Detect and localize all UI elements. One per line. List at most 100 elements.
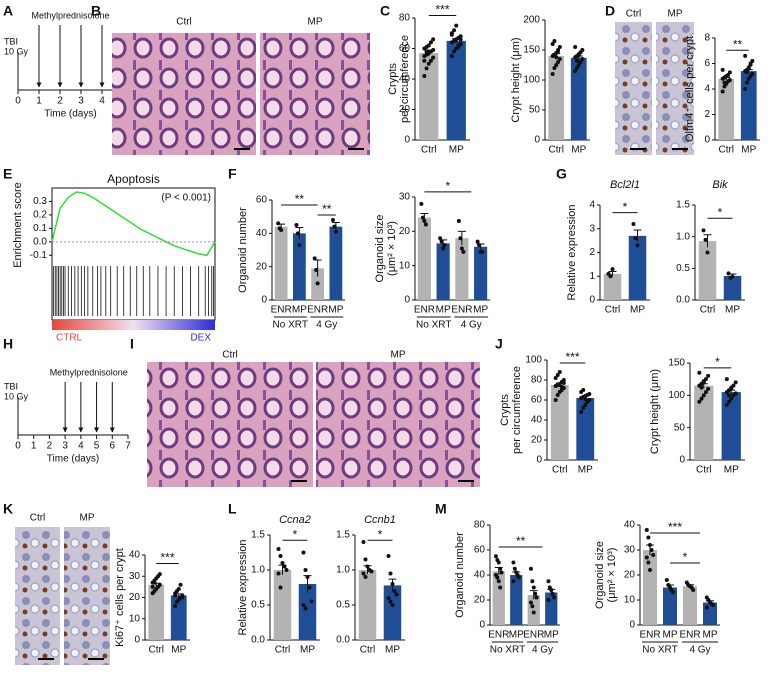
- data-point: [297, 243, 302, 247]
- tick-label: 1: [31, 441, 37, 452]
- data-point: [699, 385, 704, 390]
- data-point: [646, 560, 651, 565]
- y-tick-label: 40: [129, 550, 141, 561]
- annotation: (P < 0.001): [161, 193, 211, 204]
- data-point: [697, 399, 702, 404]
- x-tick-label: ENR: [679, 630, 700, 641]
- y-axis-label: Crypt height (μm): [510, 37, 522, 122]
- drug-label: Methylprednisolone: [50, 367, 128, 377]
- x-tick-label: MP: [436, 305, 451, 316]
- bar: [603, 273, 622, 300]
- micrograph: [15, 527, 60, 665]
- data-point: [671, 590, 676, 595]
- data-point: [333, 229, 338, 234]
- y-axis-label: (μm² × 10³): [606, 548, 618, 603]
- sig-label: **: [516, 534, 526, 548]
- bar: [292, 233, 306, 300]
- data-point: [431, 55, 436, 60]
- x-tick-label: MP: [292, 305, 307, 316]
- y-tick-label: 0: [134, 635, 140, 646]
- data-point: [727, 393, 732, 398]
- y-tick-label: 100: [668, 390, 685, 401]
- y-tick-label: 0.0: [676, 295, 690, 306]
- x-tick-label: Ctrl: [696, 465, 712, 476]
- y-tick-label: 0.5: [676, 263, 690, 274]
- bar: [723, 275, 742, 300]
- x-tick-label: MP: [300, 645, 315, 656]
- image-label: Ctrl: [222, 350, 238, 361]
- bar: [455, 238, 469, 300]
- data-point: [428, 58, 433, 63]
- data-point: [724, 403, 729, 408]
- data-point: [498, 566, 503, 571]
- micrograph: [147, 362, 313, 487]
- y-tick-label: 50: [529, 105, 541, 116]
- data-point: [581, 388, 586, 392]
- data-point: [554, 63, 559, 67]
- es-line: [51, 191, 216, 257]
- data-point: [303, 606, 308, 611]
- data-point: [555, 373, 560, 377]
- data-point: [496, 560, 501, 565]
- data-point: [369, 569, 374, 574]
- data-point: [720, 67, 725, 72]
- sig-label: **: [733, 37, 743, 51]
- y-axis-label: Crypts: [387, 63, 399, 95]
- y-tick-label: 4: [704, 84, 710, 95]
- bar: [148, 584, 165, 640]
- sig-label: *: [715, 355, 720, 369]
- y-axis-label: Relative expression: [566, 205, 578, 301]
- data-point: [727, 70, 732, 75]
- y-tick-label: 80: [474, 520, 486, 531]
- data-point: [511, 579, 516, 584]
- y-axis-label: Organoid size: [374, 215, 386, 283]
- data-point: [706, 373, 711, 378]
- data-point: [423, 222, 428, 227]
- y-axis-label: Organoid number: [237, 207, 249, 293]
- data-point: [388, 599, 393, 604]
- data-point: [439, 239, 444, 244]
- x-tick-label: Ctrl: [421, 145, 437, 156]
- x-tick-label: ENR: [488, 630, 509, 641]
- group-label: 4 Gy: [316, 320, 337, 331]
- data-point: [746, 66, 751, 71]
- y-tick-label: 200: [523, 15, 540, 26]
- data-point: [561, 378, 566, 382]
- data-point: [573, 69, 578, 73]
- data-point: [561, 381, 566, 385]
- data-point: [574, 58, 579, 63]
- x-tick-label: ENR: [523, 630, 544, 641]
- data-point: [454, 23, 459, 28]
- data-point: [610, 267, 615, 272]
- data-point: [280, 561, 285, 565]
- y-tick-label: 30: [624, 545, 636, 556]
- sig-label: *: [683, 550, 688, 564]
- y-tick-label: 40: [399, 74, 411, 85]
- rank-gradient: [52, 320, 215, 330]
- data-point: [704, 605, 709, 610]
- image-label: MP: [391, 350, 406, 361]
- data-point: [633, 236, 638, 241]
- data-point: [301, 550, 306, 555]
- bar: [643, 550, 657, 625]
- dose-label: 10 Gy: [4, 391, 29, 401]
- chart-title: Ccna2: [279, 514, 311, 526]
- data-point: [554, 55, 559, 60]
- data-point: [312, 256, 317, 261]
- y-tick-label: 6: [704, 58, 710, 69]
- y-tick-label: 40: [624, 520, 636, 531]
- data-point: [493, 554, 498, 559]
- data-point: [722, 80, 727, 85]
- data-point: [557, 57, 562, 61]
- data-point: [428, 40, 433, 45]
- data-point: [511, 560, 516, 565]
- data-point: [631, 222, 636, 226]
- data-point: [424, 66, 429, 71]
- data-point: [651, 553, 656, 557]
- panel-letter: M: [435, 501, 447, 517]
- tick-label: 0: [15, 96, 21, 107]
- y-axis-label: Crypts: [499, 394, 511, 426]
- data-point: [180, 595, 185, 600]
- data-point: [534, 595, 539, 600]
- chart-title: Bcl2l1: [610, 179, 640, 191]
